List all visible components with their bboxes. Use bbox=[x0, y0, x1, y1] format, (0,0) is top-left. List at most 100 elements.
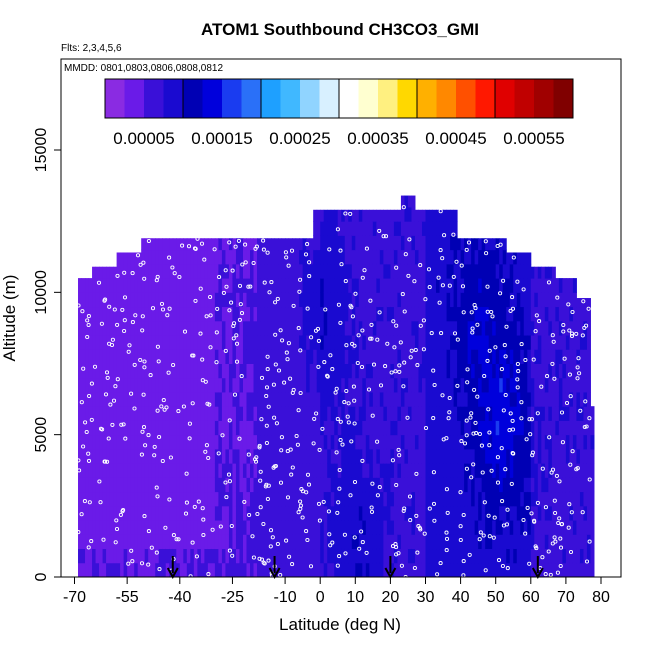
heatmap-cell bbox=[478, 491, 483, 507]
sample-marker bbox=[336, 500, 341, 505]
heatmap-cell bbox=[172, 391, 177, 407]
heatmap-cell bbox=[134, 505, 139, 521]
heatmap-cell bbox=[471, 520, 476, 535]
heatmap-cell bbox=[411, 363, 416, 379]
heatmap-cell bbox=[323, 520, 328, 535]
sample-marker bbox=[394, 265, 399, 270]
heatmap-cell bbox=[330, 491, 335, 507]
heatmap-cell bbox=[200, 249, 205, 265]
heatmap-cell bbox=[158, 505, 163, 521]
heatmap-cell bbox=[386, 209, 391, 222]
heatmap-cell bbox=[214, 477, 219, 493]
heatmap-cell bbox=[586, 306, 591, 322]
sample-marker bbox=[377, 228, 382, 233]
sample-marker bbox=[439, 331, 444, 336]
heatmap-cell bbox=[179, 463, 184, 478]
heatmap-cell bbox=[141, 349, 146, 364]
heatmap-cell bbox=[495, 335, 500, 350]
heatmap-cell bbox=[379, 292, 384, 308]
heatmap-cell bbox=[555, 520, 560, 535]
heatmap-cell bbox=[478, 505, 483, 521]
sample-marker bbox=[242, 499, 247, 504]
heatmap-cell bbox=[176, 406, 181, 421]
heatmap-cell bbox=[379, 306, 384, 322]
sample-marker bbox=[473, 306, 478, 311]
heatmap-cell bbox=[474, 238, 479, 251]
heatmap-cell bbox=[141, 391, 146, 407]
sample-marker bbox=[176, 537, 181, 542]
heatmap-cell bbox=[190, 391, 195, 407]
heatmap-cell bbox=[95, 391, 100, 407]
heatmap-cell bbox=[130, 463, 135, 478]
heatmap-cell bbox=[330, 306, 335, 322]
heatmap-cell bbox=[460, 562, 465, 577]
heatmap-cell bbox=[460, 349, 465, 364]
heatmap-cell bbox=[453, 306, 458, 322]
heatmap-cell bbox=[179, 306, 184, 322]
heatmap-cell bbox=[513, 335, 518, 350]
heatmap-cell bbox=[176, 377, 181, 393]
heatmap-cell bbox=[488, 491, 493, 507]
heatmap-cell bbox=[288, 491, 293, 507]
heatmap-cell bbox=[299, 249, 304, 265]
heatmap-cell bbox=[218, 505, 223, 521]
heatmap-cell bbox=[372, 278, 377, 293]
heatmap-cell bbox=[502, 238, 507, 251]
heatmap-cell bbox=[148, 263, 153, 279]
heatmap-cell bbox=[162, 238, 167, 251]
heatmap-cell bbox=[193, 391, 198, 407]
heatmap-cell bbox=[109, 349, 114, 364]
heatmap-cell bbox=[520, 548, 525, 564]
heatmap-cell bbox=[148, 292, 153, 308]
heatmap-cell bbox=[537, 335, 542, 350]
heatmap-cell bbox=[162, 263, 167, 279]
heatmap-cell bbox=[495, 420, 500, 436]
heatmap-cell bbox=[309, 562, 314, 577]
sample-marker bbox=[511, 255, 516, 260]
heatmap-cell bbox=[281, 520, 286, 535]
colorbar-tick-label: 0.00025 bbox=[269, 129, 330, 148]
heatmap-cell bbox=[288, 391, 293, 407]
heatmap-cell bbox=[348, 263, 353, 279]
heatmap-cell bbox=[555, 562, 560, 577]
heatmap-cell bbox=[250, 534, 255, 550]
heatmap-cell bbox=[92, 306, 97, 322]
heatmap-cell bbox=[386, 391, 391, 407]
heatmap-cell bbox=[569, 335, 574, 350]
heatmap-cell bbox=[414, 420, 419, 436]
heatmap-cell bbox=[165, 320, 170, 336]
sample-marker bbox=[184, 471, 189, 476]
heatmap-cell bbox=[397, 278, 402, 293]
sample-marker bbox=[409, 348, 414, 353]
sample-marker bbox=[352, 421, 357, 426]
heatmap-cell bbox=[414, 463, 419, 478]
heatmap-cell bbox=[485, 448, 490, 464]
heatmap-cell bbox=[109, 391, 114, 407]
heatmap-cell bbox=[457, 363, 462, 379]
heatmap-cell bbox=[239, 420, 244, 436]
heatmap-cell bbox=[407, 406, 412, 421]
heatmap-cell bbox=[362, 363, 367, 379]
heatmap-cell bbox=[141, 562, 146, 577]
heatmap-cell bbox=[530, 363, 535, 379]
heatmap-cell bbox=[506, 534, 511, 550]
heatmap-cell bbox=[383, 263, 388, 279]
heatmap-cell bbox=[400, 349, 405, 364]
heatmap-cell bbox=[323, 320, 328, 336]
heatmap-cell bbox=[379, 221, 384, 236]
heatmap-cell bbox=[372, 306, 377, 322]
heatmap-cell bbox=[555, 505, 560, 521]
heatmap-cell bbox=[113, 448, 118, 464]
heatmap-cell bbox=[186, 278, 191, 293]
heatmap-cell bbox=[337, 448, 342, 464]
heatmap-cell bbox=[443, 377, 448, 393]
heatmap-cell bbox=[207, 377, 212, 393]
heatmap-cell bbox=[481, 278, 486, 293]
heatmap-cell bbox=[372, 420, 377, 436]
heatmap-cell bbox=[260, 562, 265, 577]
sample-marker bbox=[110, 337, 115, 342]
heatmap-cell bbox=[302, 292, 307, 308]
colorbar-swatch bbox=[241, 79, 262, 118]
heatmap-cell bbox=[151, 278, 156, 293]
heatmap-cell bbox=[207, 448, 212, 464]
